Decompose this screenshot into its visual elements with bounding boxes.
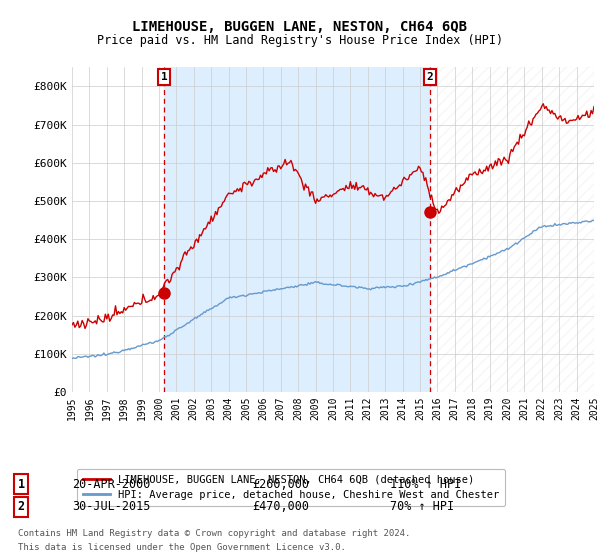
Text: 2: 2 — [427, 72, 433, 82]
Text: 20-APR-2000: 20-APR-2000 — [72, 478, 151, 491]
Text: 1: 1 — [17, 478, 25, 491]
Text: Price paid vs. HM Land Registry's House Price Index (HPI): Price paid vs. HM Land Registry's House … — [97, 34, 503, 46]
Text: This data is licensed under the Open Government Licence v3.0.: This data is licensed under the Open Gov… — [18, 543, 346, 552]
Bar — [430, 67, 594, 392]
Bar — [164, 67, 430, 392]
Text: 110% ↑ HPI: 110% ↑ HPI — [390, 478, 461, 491]
Text: 1: 1 — [161, 72, 167, 82]
Legend: LIMEHOUSE, BUGGEN LANE, NESTON, CH64 6QB (detached house), HPI: Average price, d: LIMEHOUSE, BUGGEN LANE, NESTON, CH64 6QB… — [77, 469, 505, 506]
Text: 70% ↑ HPI: 70% ↑ HPI — [390, 500, 454, 514]
Text: Contains HM Land Registry data © Crown copyright and database right 2024.: Contains HM Land Registry data © Crown c… — [18, 529, 410, 538]
Text: 30-JUL-2015: 30-JUL-2015 — [72, 500, 151, 514]
Text: £470,000: £470,000 — [252, 500, 309, 514]
Text: £260,000: £260,000 — [252, 478, 309, 491]
Text: 2: 2 — [17, 500, 25, 514]
Text: LIMEHOUSE, BUGGEN LANE, NESTON, CH64 6QB: LIMEHOUSE, BUGGEN LANE, NESTON, CH64 6QB — [133, 20, 467, 34]
